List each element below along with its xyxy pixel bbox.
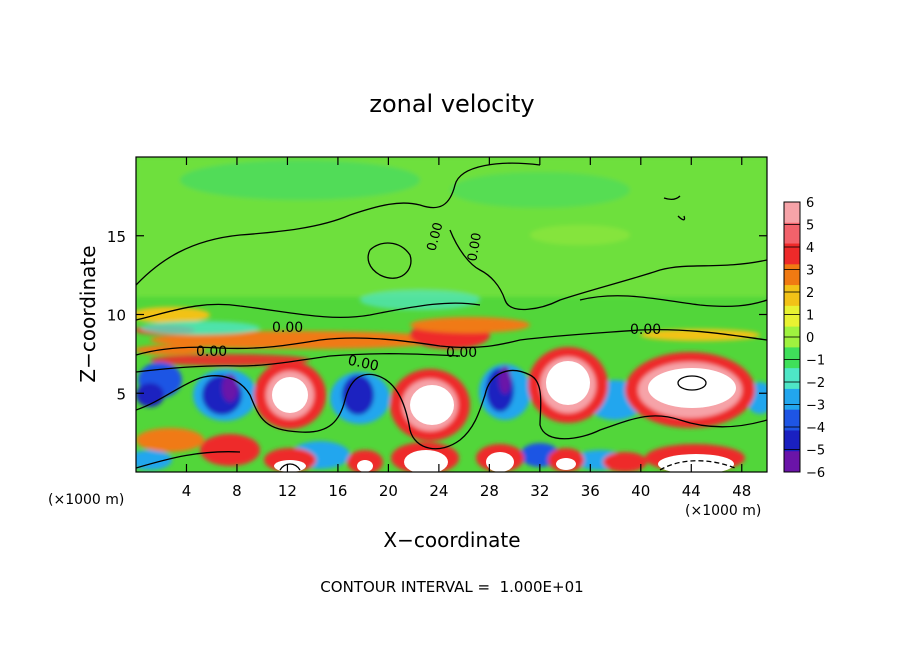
colorbar-swatch: [784, 202, 800, 224]
x-axis: 4 8 12 16 20 24 28 32 36 40 44 48: [182, 157, 751, 500]
colorbar-label: 4: [806, 241, 814, 256]
colorbar-swatch: [784, 347, 800, 369]
colorbar-swatch: [784, 388, 800, 411]
contour-labels: 0.00 0.00 0.00 0.00 0.00 0.00 0.00: [196, 221, 661, 375]
colorbar-label: 5: [806, 219, 814, 234]
colorbar-swatch: [784, 243, 800, 265]
x-tick-label: 8: [232, 482, 242, 500]
contour-label: 0.00: [630, 322, 661, 338]
x-tick-label: 4: [182, 482, 192, 500]
contour-lines: [136, 162, 767, 471]
x-tick-label: 36: [581, 482, 600, 500]
colorbar-swatch: [784, 264, 800, 286]
colorbar-swatch: [784, 222, 800, 245]
contour-label: 0.00: [196, 344, 227, 360]
colorbar-swatch: [784, 409, 800, 431]
colorbar-label: 2: [806, 286, 814, 301]
colorbar-swatch: [784, 430, 800, 452]
colorbar-swatch: [784, 451, 800, 473]
x-tick-label: 20: [379, 482, 398, 500]
velocity-field: 0.00 0.00 0.00 0.00 0.00 0.00 0.00: [136, 157, 767, 472]
colorbar-label: −3: [806, 399, 825, 414]
x-unit-left: (×1000 m): [48, 492, 124, 508]
colorbar-swatch: [784, 285, 800, 307]
x-tick-label: 48: [732, 482, 751, 500]
colorbar-swatch: [784, 368, 800, 390]
colorbar-label: 1: [806, 309, 814, 324]
colorbar-label: −1: [806, 354, 825, 369]
colorbar-label: 0: [806, 331, 814, 346]
x-tick-label: 40: [631, 482, 650, 500]
colorbar-label: −6: [806, 466, 825, 481]
contour-label: 0.00: [446, 345, 477, 361]
colorbar-label: −2: [806, 376, 825, 391]
colorbar-label: −4: [806, 421, 825, 436]
y-axis: 5 10 15: [107, 228, 767, 403]
y-tick-label: 5: [116, 385, 126, 403]
contour-label: 0.00: [346, 353, 380, 375]
contour-label: 0.00: [465, 232, 485, 263]
x-tick-label: 12: [278, 482, 297, 500]
x-tick-label: 44: [682, 482, 701, 500]
contour-label: 0.00: [425, 221, 447, 253]
contour-interval-note: CONTOUR INTERVAL = 1.000E+01: [320, 578, 583, 596]
colorbar-label: −5: [806, 444, 825, 459]
chart-title: zonal velocity: [369, 90, 534, 118]
contour-label: 0.00: [272, 320, 303, 336]
colorbar: 6 5 4 3 2 1 0 −1 −2 −3 −4 −5 −6: [783, 196, 825, 481]
colorbar-label: 3: [806, 264, 814, 279]
x-unit-right: (×1000 m): [685, 503, 761, 519]
x-tick-label: 24: [429, 482, 448, 500]
y-axis-label: Z−coordinate: [76, 245, 100, 382]
y-tick-label: 10: [107, 307, 126, 325]
x-tick-label: 28: [480, 482, 499, 500]
x-tick-label: 32: [530, 482, 549, 500]
colorbar-label: 6: [806, 196, 814, 211]
y-tick-label: 15: [107, 228, 126, 246]
x-tick-label: 16: [328, 482, 347, 500]
colorbar-swatch: [784, 305, 800, 328]
x-axis-label: X−coordinate: [383, 528, 520, 552]
